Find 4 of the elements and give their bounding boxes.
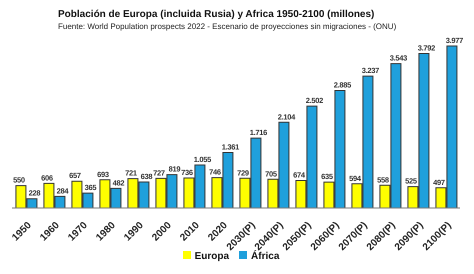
legend-label: Europa [194,251,230,262]
chart-subtitle: Fuente: World Population prospects 2022 - Escenario de proyecciones sin migraciones - (ONU) [57,21,398,32]
legend-label: África [251,251,280,262]
chart-title: Población de Europa (incluida Rusia) y Africa 1950-2100 (millones) [57,8,376,21]
